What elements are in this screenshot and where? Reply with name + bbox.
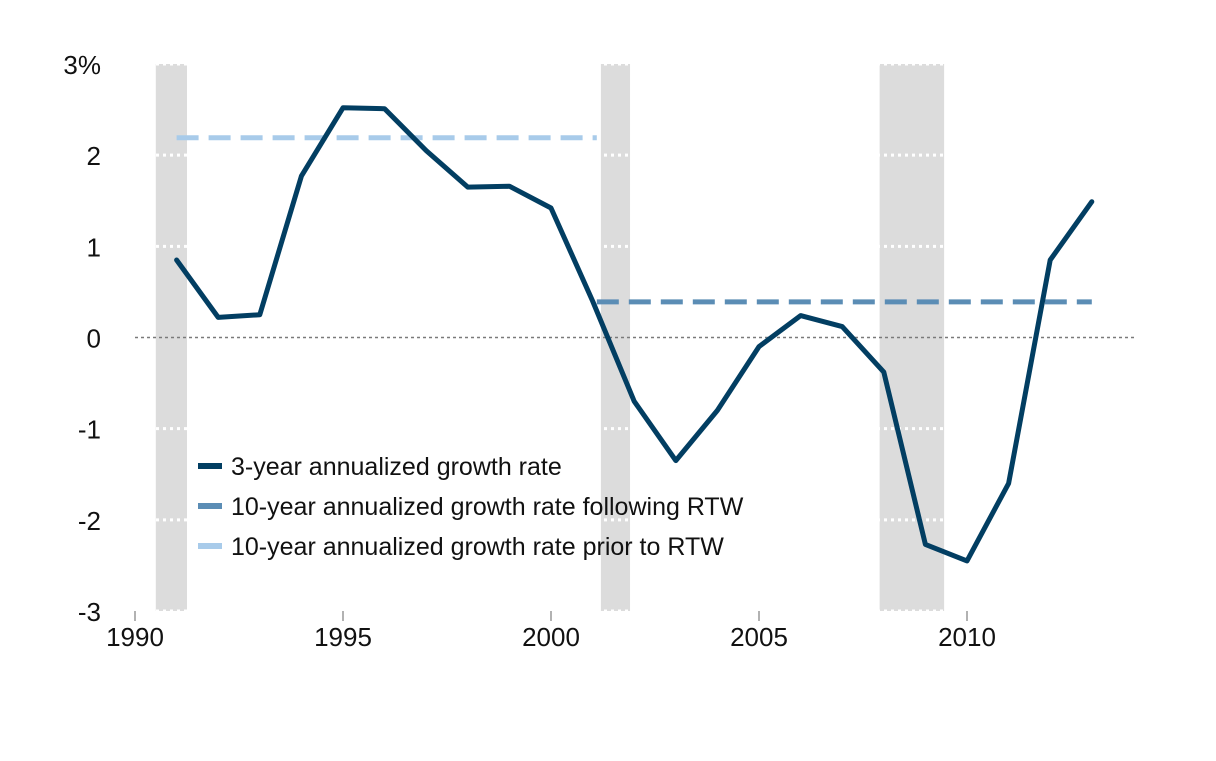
legend-label-3yr: 3-year annualized growth rate <box>231 453 562 481</box>
y-tick-label-6: -3 <box>78 597 101 627</box>
y-axis: 3% 2 1 0 -1 -2 -3 <box>63 50 101 627</box>
series-line-0 <box>174 105 1095 564</box>
series-lines <box>174 105 1095 564</box>
x-tick-label-1: 1995 <box>314 622 372 652</box>
y-tick-label-3: 0 <box>87 324 101 354</box>
legend-item-following: 10-year annualized growth rate following… <box>198 493 744 521</box>
legend-label-prior: 10-year annualized growth rate prior to … <box>231 533 724 561</box>
y-tick-label-1: 2 <box>87 141 101 171</box>
y-tick-label-2: 1 <box>87 232 101 262</box>
x-tick-label-4: 2010 <box>938 622 996 652</box>
x-tick-label-2: 2000 <box>522 622 580 652</box>
x-tick-label-3: 2005 <box>730 622 788 652</box>
legend-label-following: 10-year annualized growth rate following… <box>231 493 744 521</box>
legend-item-3yr: 3-year annualized growth rate <box>198 453 562 481</box>
legend-item-prior: 10-year annualized growth rate prior to … <box>198 533 724 561</box>
x-tick-label-0: 1990 <box>106 622 164 652</box>
gridlines <box>135 62 1135 613</box>
y-tick-label-4: -1 <box>78 415 101 445</box>
x-axis: 1990 1995 2000 2005 2010 <box>106 611 996 652</box>
y-tick-label-5: -2 <box>78 506 101 536</box>
y-tick-label-0: 3% <box>63 50 101 80</box>
legend: 3-year annualized growth rate 10-year an… <box>198 453 744 561</box>
